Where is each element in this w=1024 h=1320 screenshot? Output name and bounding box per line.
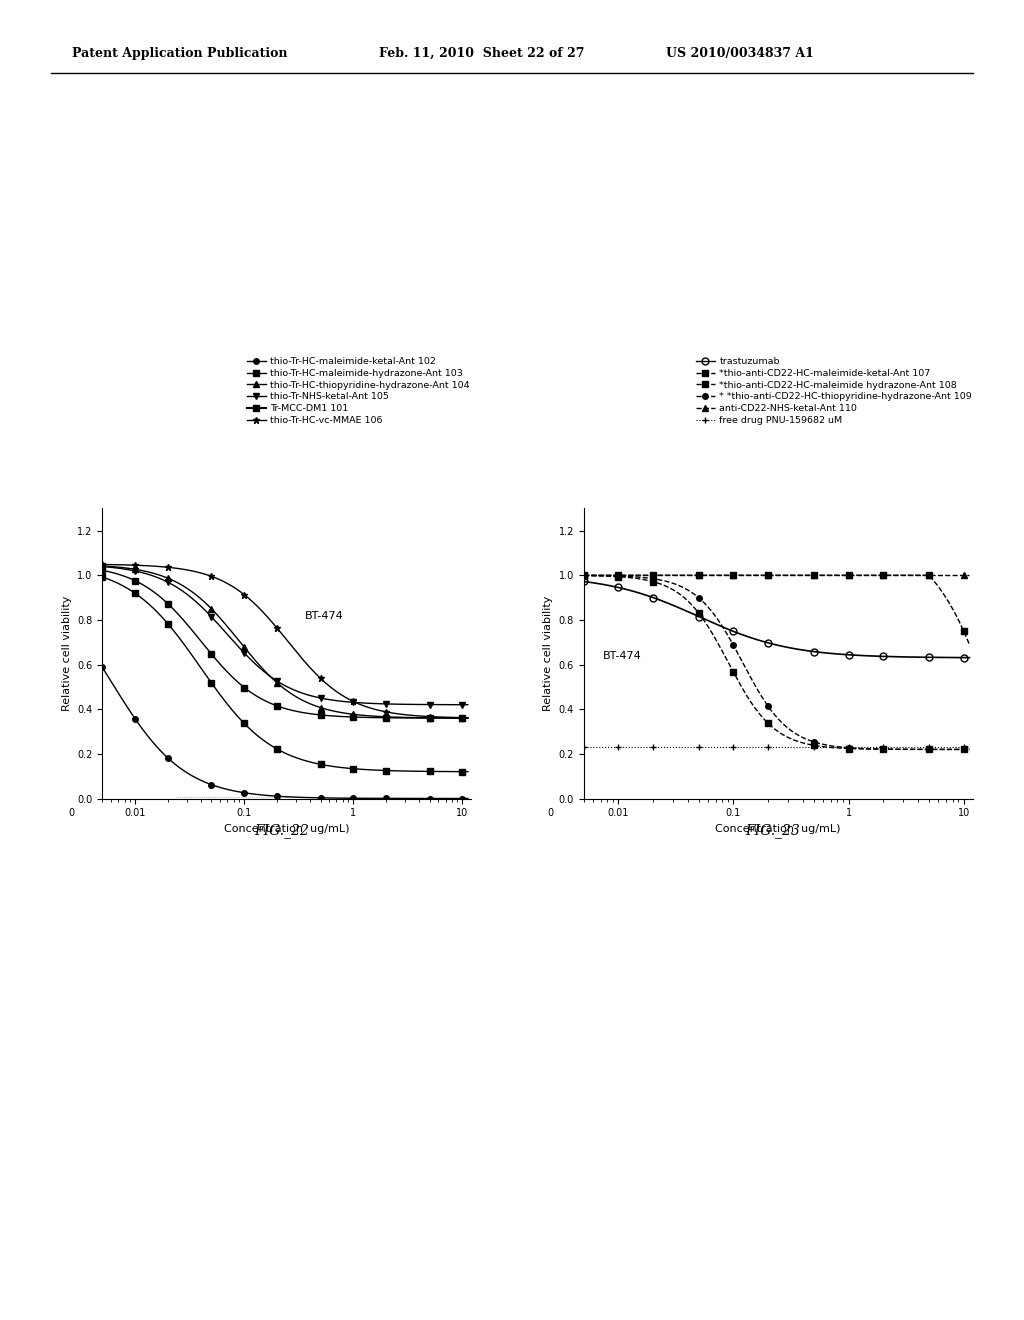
Text: 0: 0 bbox=[548, 808, 554, 818]
Text: 0: 0 bbox=[68, 808, 74, 818]
Text: Patent Application Publication: Patent Application Publication bbox=[72, 46, 287, 59]
Y-axis label: Relative cell viability: Relative cell viability bbox=[543, 595, 553, 711]
Text: FIG._23: FIG._23 bbox=[745, 824, 801, 838]
X-axis label: Concentration  ug/mL): Concentration ug/mL) bbox=[224, 824, 349, 834]
Text: US 2010/0034837 A1: US 2010/0034837 A1 bbox=[666, 46, 813, 59]
Text: BT-474: BT-474 bbox=[305, 611, 344, 620]
X-axis label: Concentration  ug/mL): Concentration ug/mL) bbox=[716, 824, 841, 834]
Legend: trastuzumab, *thio-anti-CD22-HC-maleimide-ketal-Ant 107, *thio-anti-CD22-HC-male: trastuzumab, *thio-anti-CD22-HC-maleimid… bbox=[692, 354, 976, 429]
Text: Feb. 11, 2010  Sheet 22 of 27: Feb. 11, 2010 Sheet 22 of 27 bbox=[379, 46, 585, 59]
Legend: thio-Tr-HC-maleimide-ketal-Ant 102, thio-Tr-HC-maleimide-hydrazone-Ant 103, thio: thio-Tr-HC-maleimide-ketal-Ant 102, thio… bbox=[243, 354, 474, 429]
Text: FIG._22: FIG._22 bbox=[254, 824, 309, 838]
Text: BT-474: BT-474 bbox=[603, 651, 642, 661]
Y-axis label: Relative cell viability: Relative cell viability bbox=[61, 595, 72, 711]
